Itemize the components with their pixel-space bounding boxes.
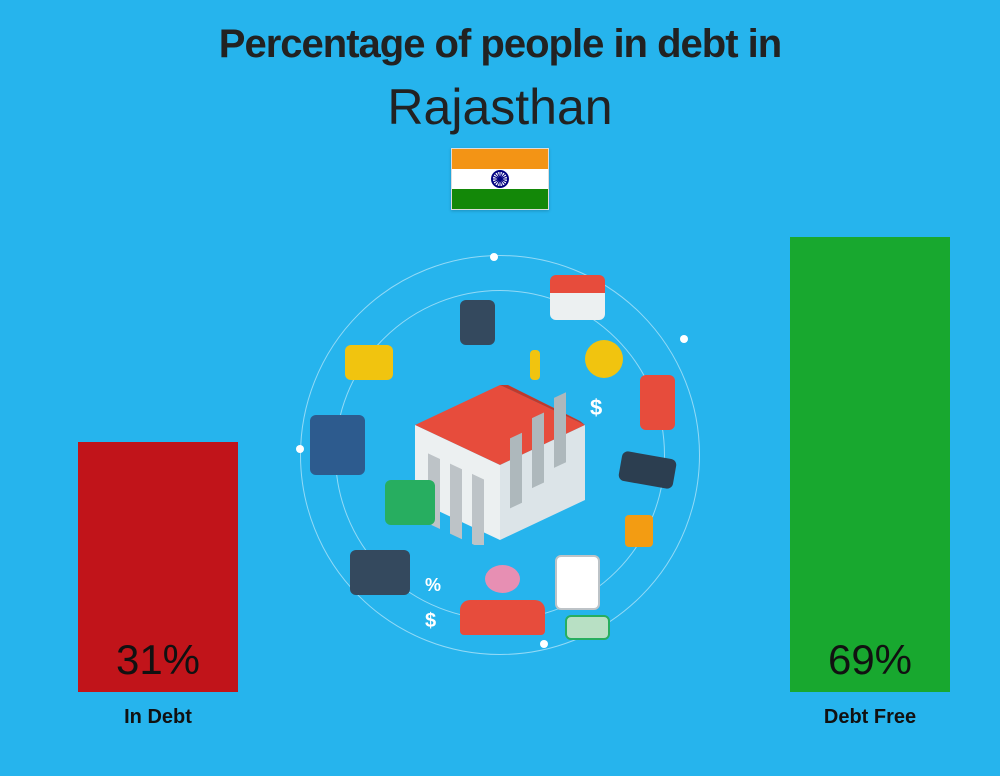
orbit-dot [490, 253, 498, 261]
finance-illustration: $ $ % [290, 245, 710, 665]
ashoka-chakra-icon [491, 170, 509, 188]
orbit-dot [540, 640, 548, 648]
bar-debt-free-label: Debt Free [790, 706, 950, 729]
coins-icon [585, 340, 623, 378]
house-icon [550, 275, 605, 320]
banknote-icon [565, 615, 610, 640]
flag-green-stripe [452, 189, 548, 209]
key-icon [530, 350, 540, 380]
bar-debt-free: 69% [790, 237, 950, 692]
bar-in-debt: 31% [78, 442, 238, 692]
bar-in-debt-label: In Debt [78, 706, 238, 729]
clipboard-icon [555, 555, 600, 610]
bar-in-debt-value: 31% [116, 636, 200, 684]
title-sub: Rajasthan [0, 78, 1000, 136]
calculator-icon [460, 300, 495, 345]
flag-saffron-stripe [452, 149, 548, 169]
dollar-sign-icon: $ [425, 610, 436, 633]
envelope-icon [345, 345, 393, 380]
briefcase-icon [350, 550, 410, 595]
dollar-sign-icon: $ [590, 395, 602, 421]
cash-stack-icon [385, 480, 435, 525]
orbit-dot [680, 335, 688, 343]
title-main: Percentage of people in debt in [0, 22, 1000, 67]
orbit-dot [296, 445, 304, 453]
car-icon [460, 600, 545, 635]
safe-icon [310, 415, 365, 475]
bank-building-icon [410, 385, 590, 545]
bar-debt-free-value: 69% [828, 636, 912, 684]
piggy-bank-icon [485, 565, 520, 593]
lock-icon [625, 515, 653, 547]
percent-sign-icon: % [425, 575, 441, 596]
smartphone-icon [640, 375, 675, 430]
india-flag-icon [451, 148, 549, 210]
